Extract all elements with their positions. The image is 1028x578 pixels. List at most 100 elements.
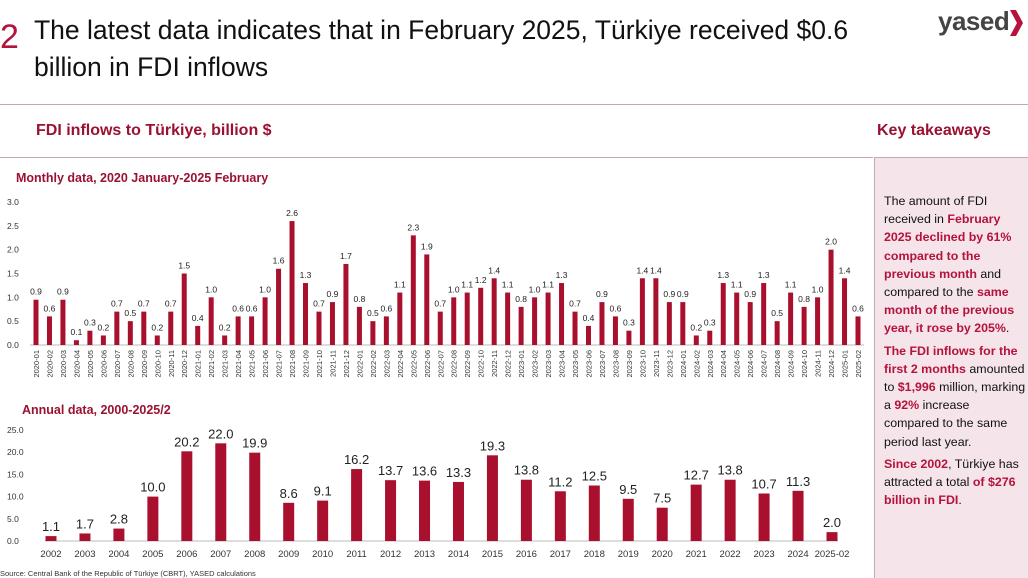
- data-label: 13.6: [412, 464, 437, 479]
- x-tick-label: 2022-05: [409, 350, 418, 378]
- bar: [639, 278, 645, 345]
- takeaway-text: The amount of FDI received in: [884, 194, 988, 227]
- bar: [113, 528, 125, 541]
- data-label: 19.9: [242, 436, 267, 451]
- bar: [329, 302, 335, 345]
- x-tick-label: 2020-11: [167, 350, 176, 377]
- x-tick-label: 2023-11: [652, 350, 661, 377]
- data-label: 12.7: [684, 468, 709, 483]
- bar: [451, 297, 457, 345]
- x-tick-label: 2025-02: [815, 549, 850, 560]
- data-label: 1.5: [178, 261, 190, 271]
- monthly-chart-title: Monthly data, 2020 January-2025 February: [16, 171, 269, 185]
- data-label: 0.7: [111, 299, 123, 309]
- x-tick-label: 2002: [40, 549, 61, 560]
- y-tick-label: 3.0: [7, 197, 19, 207]
- y-tick-label: 25.0: [7, 425, 24, 435]
- x-tick-label: 2020-06: [99, 350, 108, 378]
- data-label: 0.9: [327, 289, 339, 299]
- page-title: The latest data indicates that in Februa…: [34, 15, 849, 82]
- bar: [815, 297, 821, 345]
- x-tick-label: 2022-02: [369, 350, 378, 378]
- x-tick-label: 2022-10: [477, 350, 486, 378]
- bar: [452, 481, 464, 541]
- bar: [720, 283, 726, 345]
- data-label: 2.0: [825, 237, 837, 247]
- x-tick-label: 2021-08: [288, 350, 297, 378]
- y-tick-label: 15.0: [7, 469, 24, 479]
- data-label: 20.2: [174, 434, 199, 449]
- takeaway-text: and compared to the: [884, 266, 1002, 300]
- data-label: 1.1: [731, 280, 743, 290]
- bar: [127, 321, 133, 345]
- takeaway-text: million, marking a: [884, 380, 1026, 413]
- data-label: 0.6: [610, 303, 622, 313]
- takeaway-text: , Türkiye has attracted a total: [884, 456, 1019, 490]
- bar: [181, 273, 187, 345]
- x-tick-label: 2023-06: [584, 350, 593, 378]
- x-tick-label: 2024-04: [719, 350, 728, 378]
- takeaway-highlight: 92%: [894, 398, 920, 413]
- bar: [87, 330, 93, 345]
- key-takeaways-panel: The amount of FDI received in February 2…: [874, 157, 1028, 578]
- x-tick-label: 2021-05: [248, 350, 257, 378]
- data-label: 0.3: [704, 318, 716, 328]
- bar: [303, 283, 309, 345]
- x-tick-label: 2023-03: [544, 350, 553, 378]
- bar: [761, 283, 767, 345]
- bar: [545, 292, 551, 345]
- annual-bar-chart: 0.0 5.0 10.0 15.0 20.0 25.0 1.1 2002 1.7 2003 2.8 2…: [7, 425, 850, 560]
- x-tick-label: 2021-02: [207, 350, 216, 378]
- data-label: 0.2: [151, 322, 163, 332]
- x-tick-label: 2021: [686, 549, 707, 560]
- data-label: 0.7: [313, 299, 325, 309]
- data-label: 1.1: [785, 280, 797, 290]
- x-tick-label: 2010: [312, 549, 333, 560]
- data-label: 0.7: [165, 299, 177, 309]
- data-label: 1.3: [758, 270, 770, 280]
- bar: [317, 500, 329, 541]
- x-tick-label: 2022-03: [382, 350, 391, 378]
- x-tick-label: 2020-03: [59, 350, 68, 378]
- x-tick-label: 2020-08: [126, 350, 135, 378]
- x-tick-label: 2020-07: [113, 350, 122, 378]
- data-label: 22.0: [208, 426, 233, 441]
- bar: [622, 498, 634, 541]
- data-label: 2.0: [823, 515, 841, 530]
- data-label: 0.9: [677, 289, 689, 299]
- data-label: 1.1: [542, 280, 554, 290]
- monthly-bar-chart: 0.0 0.5 1.0 1.5 2.0 2.5 3.0 0.9 2020-01 0.6 2020-0…: [7, 197, 864, 378]
- bar: [397, 292, 403, 345]
- data-label: 19.3: [480, 438, 505, 453]
- x-tick-label: 2019: [618, 549, 639, 560]
- x-tick-label: 2023-02: [531, 350, 540, 378]
- data-label: 1.9: [421, 241, 433, 251]
- bar: [385, 480, 397, 541]
- x-tick-label: 2023-09: [625, 350, 634, 378]
- x-tick-label: 2024-11: [814, 350, 823, 377]
- data-label: 13.3: [446, 465, 471, 480]
- data-label: 1.4: [650, 265, 662, 275]
- takeaway-highlight: $1,996: [897, 380, 936, 395]
- bar: [60, 299, 66, 345]
- x-tick-label: 2022-06: [423, 350, 432, 378]
- x-tick-label: 2021-03: [221, 350, 230, 378]
- x-tick-label: 2023-05: [571, 350, 580, 378]
- yased-logo[interactable]: yased: [938, 6, 1024, 38]
- bar: [554, 491, 566, 541]
- data-label: 0.3: [84, 318, 96, 328]
- bar: [680, 302, 686, 345]
- section-divider: [0, 157, 873, 158]
- data-label: 0.6: [380, 303, 392, 313]
- data-label: 12.5: [582, 469, 607, 484]
- bar: [505, 292, 511, 345]
- data-label: 1.0: [812, 284, 824, 294]
- bar: [653, 278, 659, 345]
- takeaway-text: increase compared to the same period las…: [884, 398, 1008, 449]
- data-label: 0.7: [569, 299, 581, 309]
- y-tick-label: 1.5: [7, 269, 19, 279]
- data-label: 10.0: [140, 480, 165, 495]
- y-tick-label: 5.0: [7, 514, 19, 524]
- bar: [424, 254, 430, 345]
- y-tick-label: 0.5: [7, 316, 19, 326]
